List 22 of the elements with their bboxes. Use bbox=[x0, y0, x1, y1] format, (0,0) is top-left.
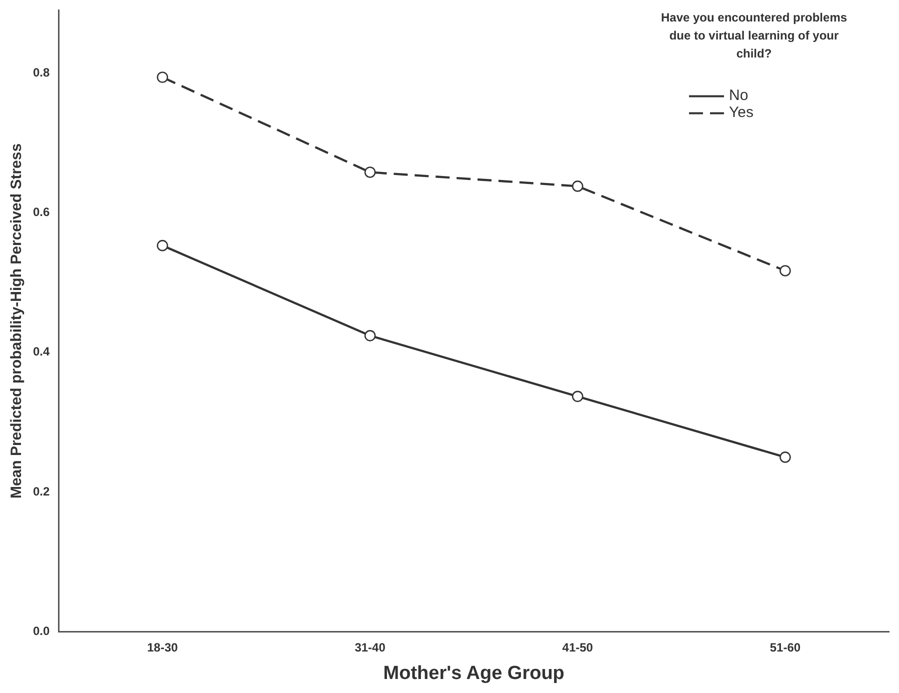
legend-label: Yes bbox=[729, 104, 754, 121]
x-axis-title: Mother's Age Group bbox=[383, 662, 564, 684]
x-tick-label: 18-30 bbox=[147, 640, 178, 654]
legend-title: Have you encountered problems due to virtual learning of your child? bbox=[660, 10, 848, 61]
point bbox=[572, 390, 584, 402]
y-tick-label: 0.4 bbox=[32, 344, 50, 359]
x-tick-label: 41-50 bbox=[562, 640, 594, 654]
y-tick-label: 0.8 bbox=[32, 65, 50, 80]
x-tick-label: 31-40 bbox=[354, 640, 386, 654]
y-tick-label: 0.2 bbox=[32, 484, 50, 498]
point bbox=[364, 166, 376, 178]
point bbox=[156, 72, 168, 83]
point bbox=[780, 452, 791, 463]
y-tick-label: 0.0 bbox=[32, 624, 50, 638]
y-tick-label: 0.6 bbox=[32, 205, 50, 220]
point bbox=[572, 180, 584, 192]
point bbox=[780, 265, 791, 276]
y-axis-title: Mean Predicted probability-High Perceived Stress bbox=[8, 143, 26, 499]
point bbox=[156, 240, 168, 252]
point bbox=[364, 330, 376, 342]
legend-label: No bbox=[729, 86, 748, 104]
x-tick-label: 51-60 bbox=[770, 640, 801, 654]
